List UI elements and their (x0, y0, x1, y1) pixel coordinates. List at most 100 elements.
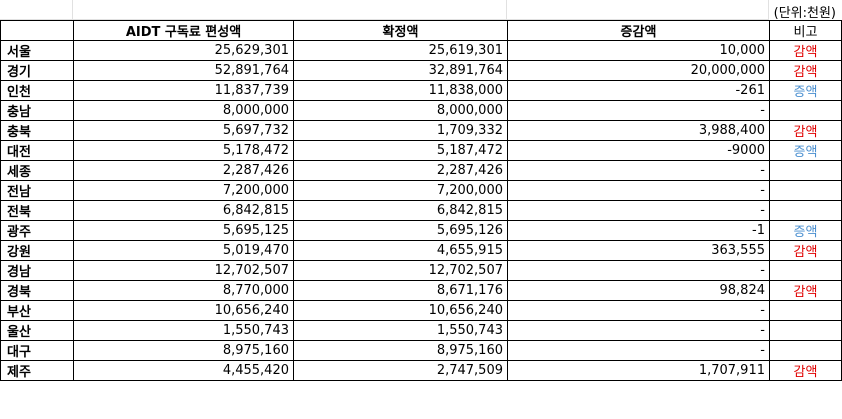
budget-cell[interactable]: 8,770,000 (73, 280, 294, 301)
diff-cell[interactable]: 1,707,911 (507, 360, 770, 381)
region-cell[interactable]: 대구 (0, 340, 74, 361)
diff-cell[interactable]: - (507, 200, 770, 221)
diff-cell[interactable]: - (507, 100, 770, 121)
table-row: 충북 5,697,732 1,709,332 3,988,400 감액 (0, 120, 842, 141)
budget-cell[interactable]: 6,842,815 (73, 200, 294, 221)
table-row: 강원 5,019,470 4,655,915 363,555 감액 (0, 240, 842, 261)
region-cell[interactable]: 세종 (0, 160, 74, 181)
region-cell[interactable]: 경북 (0, 280, 74, 301)
confirmed-cell[interactable]: 5,695,126 (293, 220, 508, 241)
note-cell[interactable]: 증액 (769, 140, 842, 161)
budget-cell[interactable]: 5,178,472 (73, 140, 294, 161)
header-confirmed: 확정액 (293, 20, 508, 41)
region-cell[interactable]: 충남 (0, 100, 74, 121)
region-cell[interactable]: 서울 (0, 40, 74, 61)
region-cell[interactable]: 부산 (0, 300, 74, 321)
note-cell[interactable] (769, 320, 842, 341)
note-cell[interactable] (769, 340, 842, 361)
confirmed-cell[interactable]: 11,838,000 (293, 80, 508, 101)
confirmed-cell[interactable]: 8,975,160 (293, 340, 508, 361)
budget-cell[interactable]: 12,702,507 (73, 260, 294, 281)
note-cell[interactable] (769, 100, 842, 121)
header-region (0, 20, 74, 41)
table-row: 대전 5,178,472 5,187,472 -9000 증액 (0, 140, 842, 161)
budget-cell[interactable]: 5,697,732 (73, 120, 294, 141)
confirmed-cell[interactable]: 2,747,509 (293, 360, 508, 381)
region-cell[interactable]: 충북 (0, 120, 74, 141)
diff-cell[interactable]: -1 (507, 220, 770, 241)
empty-cell (0, 0, 73, 20)
diff-cell[interactable]: - (507, 320, 770, 341)
table-row: 인천 11,837,739 11,838,000 -261 증액 (0, 80, 842, 101)
region-cell[interactable]: 인천 (0, 80, 74, 101)
note-cell[interactable] (769, 300, 842, 321)
note-cell[interactable]: 감액 (769, 120, 842, 141)
confirmed-cell[interactable]: 8,000,000 (293, 100, 508, 121)
region-cell[interactable]: 경기 (0, 60, 74, 81)
budget-cell[interactable]: 52,891,764 (73, 60, 294, 81)
budget-cell[interactable]: 4,455,420 (73, 360, 294, 381)
table-row: 부산 10,656,240 10,656,240- (0, 300, 842, 321)
note-cell[interactable]: 감액 (769, 40, 842, 61)
region-cell[interactable]: 제주 (0, 360, 74, 381)
note-cell[interactable] (769, 160, 842, 181)
header-note: 비고 (769, 20, 842, 41)
note-cell[interactable]: 감액 (769, 280, 842, 301)
note-cell[interactable]: 감액 (769, 60, 842, 81)
confirmed-cell[interactable]: 5,187,472 (293, 140, 508, 161)
confirmed-cell[interactable]: 1,550,743 (293, 320, 508, 341)
diff-cell[interactable]: 3,988,400 (507, 120, 770, 141)
confirmed-cell[interactable]: 25,619,301 (293, 40, 508, 61)
confirmed-cell[interactable]: 12,702,507 (293, 260, 508, 281)
note-cell[interactable]: 증액 (769, 80, 842, 101)
budget-cell[interactable]: 7,200,000 (73, 180, 294, 201)
budget-cell[interactable]: 8,975,160 (73, 340, 294, 361)
confirmed-cell[interactable]: 8,671,176 (293, 280, 508, 301)
budget-cell[interactable]: 1,550,743 (73, 320, 294, 341)
note-cell[interactable]: 증액 (769, 220, 842, 241)
budget-cell[interactable]: 11,837,739 (73, 80, 294, 101)
note-cell[interactable] (769, 180, 842, 201)
region-cell[interactable]: 전남 (0, 180, 74, 201)
diff-cell[interactable]: 363,555 (507, 240, 770, 261)
budget-cell[interactable]: 10,656,240 (73, 300, 294, 321)
budget-cell[interactable]: 5,695,125 (73, 220, 294, 241)
diff-cell[interactable]: 10,000 (507, 40, 770, 61)
region-cell[interactable]: 전북 (0, 200, 74, 221)
diff-cell[interactable]: -9000 (507, 140, 770, 161)
table-row: 경북 8,770,000 8,671,176 98,824 감액 (0, 280, 842, 301)
diff-cell[interactable]: 20,000,000 (507, 60, 770, 81)
diff-cell[interactable]: - (507, 260, 770, 281)
budget-cell[interactable]: 2,287,426 (73, 160, 294, 181)
confirmed-cell[interactable]: 10,656,240 (293, 300, 508, 321)
note-cell[interactable] (769, 260, 842, 281)
confirmed-cell[interactable]: 2,287,426 (293, 160, 508, 181)
region-cell[interactable]: 광주 (0, 220, 74, 241)
region-cell[interactable]: 울산 (0, 320, 74, 341)
diff-cell[interactable]: - (507, 340, 770, 361)
confirmed-cell[interactable]: 7,200,000 (293, 180, 508, 201)
header-row: AIDT 구독료 편성액 확정액 증감액 비고 (0, 20, 842, 41)
confirmed-cell[interactable]: 32,891,764 (293, 60, 508, 81)
table-row: 광주 5,695,125 5,695,126 -1 증액 (0, 220, 842, 241)
region-cell[interactable]: 경남 (0, 260, 74, 281)
region-cell[interactable]: 대전 (0, 140, 74, 161)
note-cell[interactable]: 감액 (769, 240, 842, 261)
diff-cell[interactable]: 98,824 (507, 280, 770, 301)
confirmed-cell[interactable]: 6,842,815 (293, 200, 508, 221)
confirmed-cell[interactable]: 1,709,332 (293, 120, 508, 141)
region-cell[interactable]: 강원 (0, 240, 74, 261)
budget-cell[interactable]: 25,629,301 (73, 40, 294, 61)
confirmed-cell[interactable]: 4,655,915 (293, 240, 508, 261)
note-cell[interactable]: 감액 (769, 360, 842, 381)
diff-cell[interactable]: - (507, 180, 770, 201)
diff-cell[interactable]: - (507, 160, 770, 181)
note-cell[interactable] (769, 200, 842, 221)
diff-cell[interactable]: - (507, 300, 770, 321)
diff-cell[interactable]: -261 (507, 80, 770, 101)
empty-cell (507, 0, 769, 20)
budget-cell[interactable]: 5,019,470 (73, 240, 294, 261)
budget-cell[interactable]: 8,000,000 (73, 100, 294, 121)
table-row: 울산 1,550,743 1,550,743- (0, 320, 842, 341)
